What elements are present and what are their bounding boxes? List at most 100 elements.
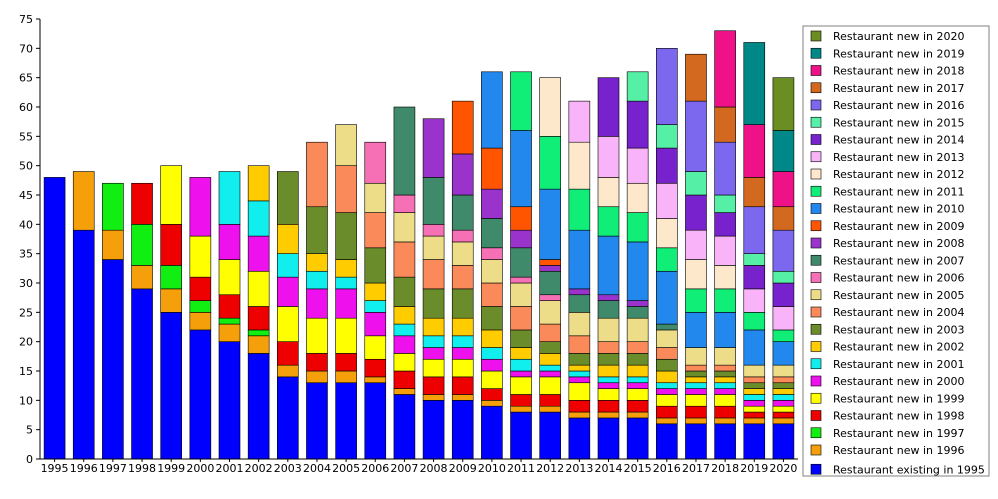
bar-segment [393, 241, 416, 278]
bar-segment [306, 253, 328, 272]
bar-segment [743, 364, 766, 378]
bar-segment [481, 71, 503, 149]
x-tick-label: 2001 [216, 462, 244, 475]
bar-segment [626, 71, 649, 102]
bar-segment [743, 417, 766, 425]
bar-segment [422, 235, 445, 260]
bar-segment [656, 48, 678, 125]
bar-segment [364, 141, 387, 184]
legend-swatch [810, 254, 822, 266]
bar-segment [510, 394, 532, 407]
legend-swatch [810, 185, 822, 197]
bar-segment [510, 229, 532, 249]
legend: Restaurant new in 2020 Restaurant new in … [802, 25, 990, 477]
bar-segment [422, 358, 445, 378]
x-tick-label: 2017 [682, 462, 710, 475]
legend-swatch [810, 151, 822, 163]
legend-label: Restaurant new in 1998 [833, 410, 964, 423]
bar-segment [539, 300, 561, 325]
bar-segment [218, 341, 241, 460]
x-tick-label: 2007 [390, 462, 418, 475]
bar-segment [539, 405, 561, 413]
legend-swatch [810, 168, 822, 180]
bar-segment [102, 229, 124, 260]
bar-segment [685, 376, 707, 384]
bar-segment [393, 388, 416, 395]
bar-segment [218, 171, 241, 225]
bar-segment [714, 30, 736, 108]
bar-segment [714, 106, 736, 143]
legend-swatch [810, 358, 822, 370]
bar-segment [656, 323, 678, 331]
bar-segment [451, 335, 474, 348]
bar-segment [393, 370, 416, 389]
bar-segment [743, 312, 766, 331]
bar-segment [481, 147, 503, 190]
bar-segment [335, 382, 357, 460]
bar-segment [685, 405, 707, 419]
legend-swatch [810, 444, 822, 456]
bar-segment [539, 323, 561, 342]
bar-segment [685, 288, 707, 313]
bar-segment [364, 382, 387, 460]
bar-segment [510, 276, 532, 284]
bar-segment [510, 405, 532, 413]
legend-label: Restaurant new in 2014 [833, 134, 964, 147]
bar-segment [335, 317, 357, 354]
legend-label: Restaurant new in 2011 [833, 185, 964, 198]
y-tick-label: 45 [19, 189, 33, 202]
bar-segment [393, 306, 416, 325]
bar-segment [568, 382, 591, 401]
bar-segment [393, 353, 416, 372]
bar-segment [714, 312, 736, 348]
x-tick-label: 2006 [361, 462, 389, 475]
legend-label: Restaurant new in 1999 [833, 392, 964, 405]
bar-segment [597, 177, 620, 208]
bar-segment [481, 370, 503, 389]
bar-segment [714, 265, 736, 290]
bar-segment [743, 329, 766, 366]
bar-segment [656, 247, 678, 272]
bar-segment [626, 382, 649, 389]
bar-segment [714, 364, 736, 372]
x-tick-label: 1995 [41, 462, 69, 475]
legend-label: Restaurant new in 2017 [833, 82, 964, 95]
bar-segment [626, 353, 649, 366]
x-tick-label: 2016 [653, 462, 681, 475]
bar-segment [626, 364, 649, 378]
bar-segment [539, 341, 561, 354]
x-tick-label: 1998 [128, 462, 156, 475]
bar-segment [685, 194, 707, 231]
bar-segment [364, 282, 387, 301]
bar-segment [597, 353, 620, 366]
bar-segment [306, 370, 328, 384]
bar-segment [539, 294, 561, 301]
bar-segment [714, 370, 736, 378]
bar-segment [451, 229, 474, 243]
y-tick-label: 40 [19, 218, 33, 231]
bar-segment [714, 423, 736, 460]
legend-label: Restaurant new in 2000 [833, 375, 964, 388]
bar-segment [656, 347, 678, 360]
x-tick-label: 2005 [332, 462, 360, 475]
bar-segment [772, 417, 795, 425]
x-tick-label: 2000 [186, 462, 214, 475]
legend-swatch [810, 134, 822, 145]
bar-segment [247, 335, 270, 354]
bar-segment [364, 247, 387, 284]
bar-segment [131, 224, 153, 266]
y-tick-label: 10 [19, 394, 33, 407]
x-tick-label: 1997 [99, 462, 127, 475]
bar-segment [568, 294, 591, 313]
bar-segment [72, 171, 95, 231]
x-tick-label: 2013 [565, 462, 593, 475]
bar-segment [481, 188, 503, 219]
bar-segment [772, 382, 795, 389]
bar-segment [656, 382, 678, 389]
y-tick-label: 50 [19, 160, 33, 173]
legend-label: Restaurant new in 2004 [833, 306, 964, 319]
bar-segment [597, 206, 620, 237]
bar-segment [568, 411, 591, 419]
bar-segment [685, 423, 707, 460]
bar-segment [510, 329, 532, 348]
